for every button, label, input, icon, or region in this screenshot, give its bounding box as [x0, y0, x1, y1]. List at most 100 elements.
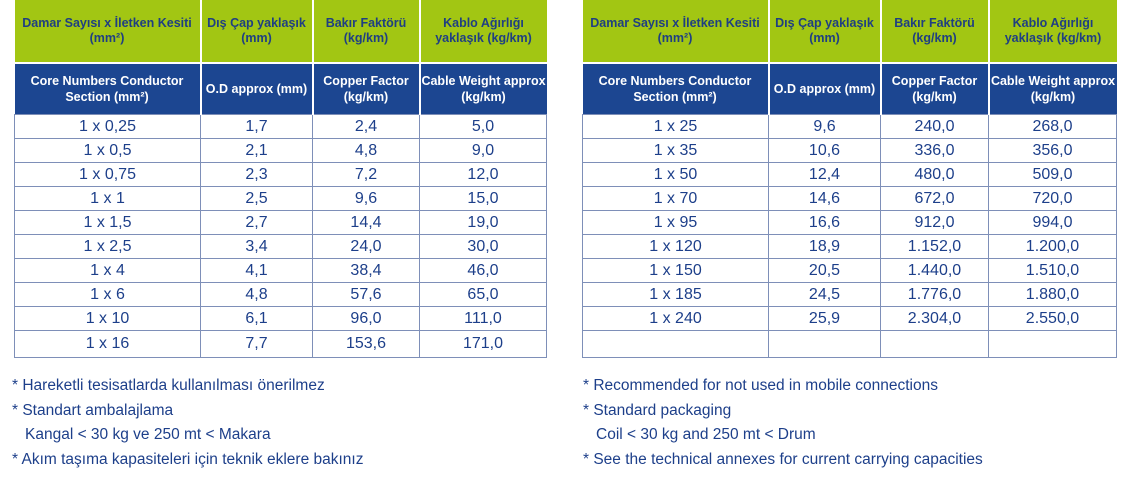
copper-cell: 240,0 [881, 115, 989, 139]
copper-cell: 9,6 [313, 187, 420, 211]
note-capacity: * See the technical annexes for current … [583, 448, 983, 473]
note-packaging: * Standard packaging [583, 399, 983, 424]
header-en-od: O.D approx (mm) [769, 63, 881, 115]
header-tr-copper: Bakır Faktörü (kg/km) [881, 0, 989, 63]
od-cell: 14,6 [769, 187, 881, 211]
section-cell: 1 x 1 [15, 187, 201, 211]
section-cell: 1 x 185 [583, 283, 769, 307]
note-capacity: * Akım taşıma kapasiteleri için teknik e… [12, 448, 363, 473]
od-cell: 2,5 [201, 187, 313, 211]
weight-cell: 509,0 [989, 163, 1117, 187]
weight-cell: 268,0 [989, 115, 1117, 139]
section-cell: 1 x 6 [15, 283, 201, 307]
header-en-weight: Cable Weight approx (kg/km) [989, 63, 1117, 115]
header-tr-copper: Bakır Faktörü (kg/km) [313, 0, 420, 63]
weight-cell: 9,0 [420, 139, 547, 163]
header-en-copper: Copper Factor (kg/km) [881, 63, 989, 115]
section-cell [583, 331, 769, 358]
weight-cell: 1.880,0 [989, 283, 1117, 307]
header-row-english: Core Numbers Conductor Section (mm²) O.D… [15, 63, 547, 115]
section-cell: 1 x 70 [583, 187, 769, 211]
header-tr-weight: Kablo Ağırlığı yaklaşık (kg/km) [420, 0, 547, 63]
header-en-section: Core Numbers Conductor Section (mm²) [15, 63, 201, 115]
table-row: 1 x 2,5 3,4 24,0 30,0 [15, 235, 547, 259]
header-tr-od: Dış Çap yaklaşık (mm) [201, 0, 313, 63]
table-row: 1 x 0,25 1,7 2,4 5,0 [15, 115, 547, 139]
header-tr-section: Damar Sayısı x İletken Kesiti (mm²) [15, 0, 201, 63]
header-en-weight: Cable Weight approx (kg/km) [420, 63, 547, 115]
header-en-section: Core Numbers Conductor Section (mm²) [583, 63, 769, 115]
table-row: 1 x 10 6,1 96,0 111,0 [15, 307, 547, 331]
table-row: 1 x 6 4,8 57,6 65,0 [15, 283, 547, 307]
od-cell: 9,6 [769, 115, 881, 139]
copper-cell: 2,4 [313, 115, 420, 139]
od-cell: 16,6 [769, 211, 881, 235]
note-mobile-use: * Recommended for not used in mobile con… [583, 374, 983, 399]
section-cell: 1 x 95 [583, 211, 769, 235]
copper-cell: 336,0 [881, 139, 989, 163]
section-cell: 1 x 1,5 [15, 211, 201, 235]
od-cell: 2,1 [201, 139, 313, 163]
copper-cell: 57,6 [313, 283, 420, 307]
copper-cell: 14,4 [313, 211, 420, 235]
weight-cell: 5,0 [420, 115, 547, 139]
copper-cell: 38,4 [313, 259, 420, 283]
copper-cell: 24,0 [313, 235, 420, 259]
note-mobile-use: * Hareketli tesisatlarda kullanılması ön… [12, 374, 363, 399]
note-packaging-detail: Kangal < 30 kg ve 250 mt < Makara [12, 423, 363, 448]
header-tr-weight: Kablo Ağırlığı yaklaşık (kg/km) [989, 0, 1117, 63]
od-cell: 2,7 [201, 211, 313, 235]
od-cell [769, 331, 881, 358]
copper-cell: 153,6 [313, 331, 420, 358]
header-row-english: Core Numbers Conductor Section (mm²) O.D… [583, 63, 1117, 115]
section-cell: 1 x 25 [583, 115, 769, 139]
od-cell: 1,7 [201, 115, 313, 139]
copper-cell [881, 331, 989, 358]
table-row: 1 x 0,75 2,3 7,2 12,0 [15, 163, 547, 187]
copper-cell: 672,0 [881, 187, 989, 211]
weight-cell: 1.200,0 [989, 235, 1117, 259]
od-cell: 7,7 [201, 331, 313, 358]
table-row: 1 x 4 4,1 38,4 46,0 [15, 259, 547, 283]
notes-english: * Recommended for not used in mobile con… [583, 374, 983, 472]
section-cell: 1 x 240 [583, 307, 769, 331]
section-cell: 1 x 0,5 [15, 139, 201, 163]
table-row: 1 x 1,5 2,7 14,4 19,0 [15, 211, 547, 235]
weight-cell: 30,0 [420, 235, 547, 259]
weight-cell: 65,0 [420, 283, 547, 307]
section-cell: 1 x 4 [15, 259, 201, 283]
copper-cell: 2.304,0 [881, 307, 989, 331]
copper-cell: 480,0 [881, 163, 989, 187]
table-row: 1 x 0,5 2,1 4,8 9,0 [15, 139, 547, 163]
header-row-turkish: Damar Sayısı x İletken Kesiti (mm²) Dış … [15, 0, 547, 63]
note-packaging: * Standart ambalajlama [12, 399, 363, 424]
section-cell: 1 x 0,25 [15, 115, 201, 139]
od-cell: 25,9 [769, 307, 881, 331]
table-row: 1 x 150 20,5 1.440,0 1.510,0 [583, 259, 1117, 283]
cable-table-left: Damar Sayısı x İletken Kesiti (mm²) Dış … [14, 0, 547, 358]
table-row: 1 x 240 25,9 2.304,0 2.550,0 [583, 307, 1117, 331]
od-cell: 4,1 [201, 259, 313, 283]
notes-turkish: * Hareketli tesisatlarda kullanılması ön… [12, 374, 363, 472]
weight-cell [989, 331, 1117, 358]
section-cell: 1 x 120 [583, 235, 769, 259]
od-cell: 24,5 [769, 283, 881, 307]
od-cell: 12,4 [769, 163, 881, 187]
od-cell: 3,4 [201, 235, 313, 259]
copper-cell: 96,0 [313, 307, 420, 331]
copper-cell: 912,0 [881, 211, 989, 235]
header-tr-od: Dış Çap yaklaşık (mm) [769, 0, 881, 63]
header-en-copper: Copper Factor (kg/km) [313, 63, 420, 115]
table-row: 1 x 70 14,6 672,0 720,0 [583, 187, 1117, 211]
section-cell: 1 x 35 [583, 139, 769, 163]
weight-cell: 12,0 [420, 163, 547, 187]
section-cell: 1 x 0,75 [15, 163, 201, 187]
table-row: 1 x 35 10,6 336,0 356,0 [583, 139, 1117, 163]
od-cell: 6,1 [201, 307, 313, 331]
section-cell: 1 x 10 [15, 307, 201, 331]
weight-cell: 46,0 [420, 259, 547, 283]
cable-table-right: Damar Sayısı x İletken Kesiti (mm²) Dış … [582, 0, 1117, 358]
note-packaging-detail: Coil < 30 kg and 250 mt < Drum [583, 423, 983, 448]
section-cell: 1 x 50 [583, 163, 769, 187]
weight-cell: 356,0 [989, 139, 1117, 163]
